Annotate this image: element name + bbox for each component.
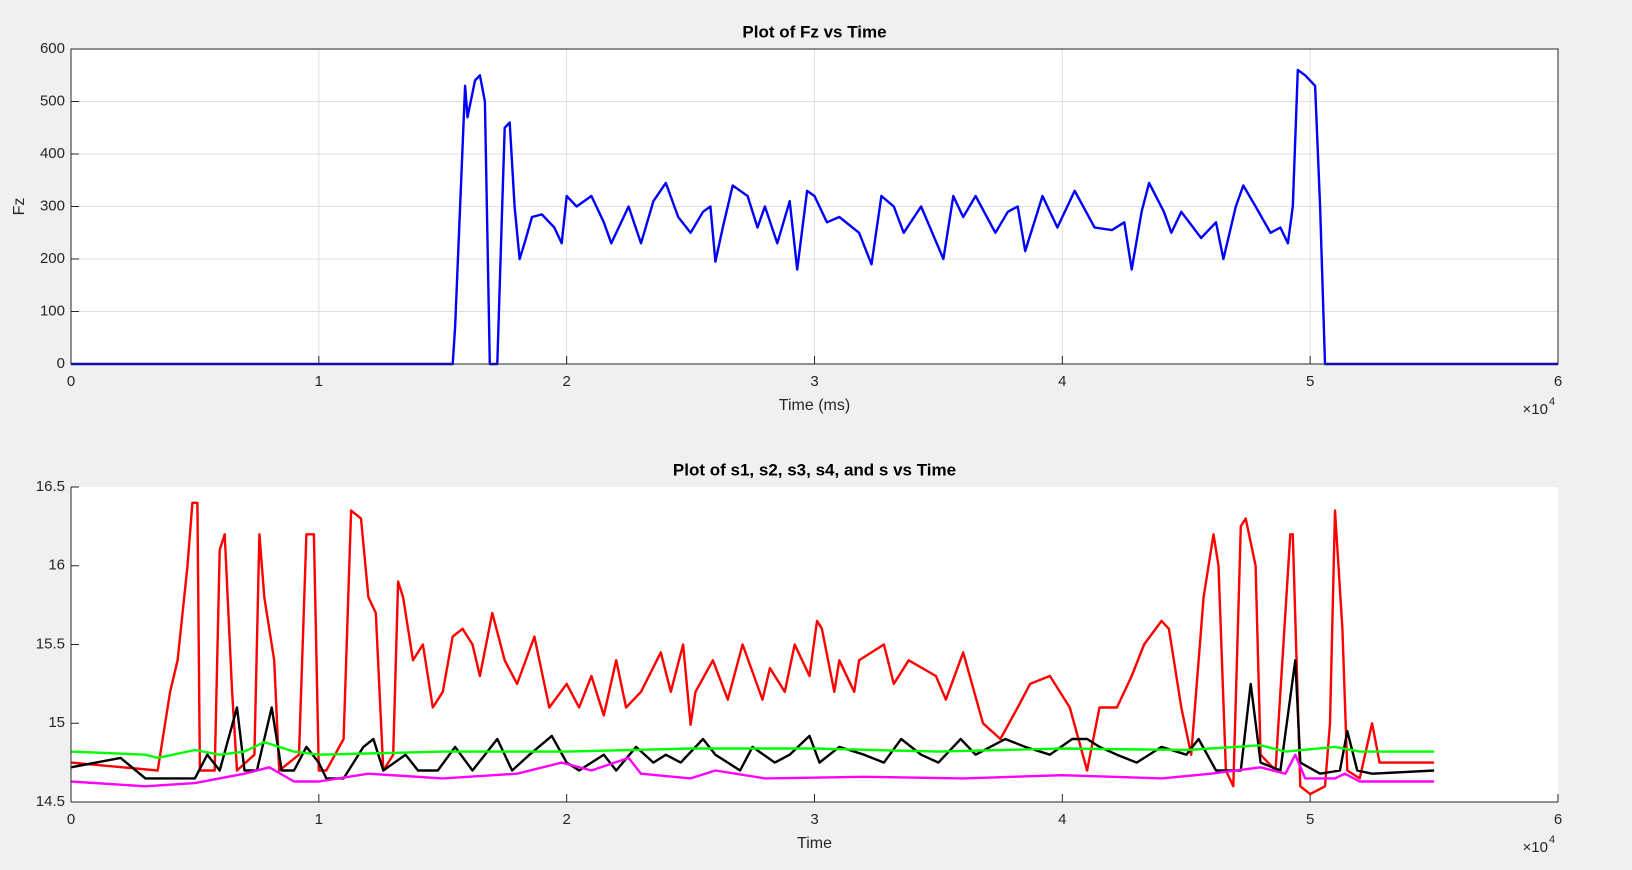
y-tick-label: 14.5 [36, 793, 65, 810]
x-tick-label: 6 [1554, 373, 1562, 390]
x-tick-label: 2 [562, 373, 570, 390]
x-tick-label: 1 [315, 811, 323, 828]
data-line [71, 68, 1558, 366]
y-tick-label: 16 [48, 557, 65, 574]
x-axis-label: Time (ms) [779, 397, 850, 414]
x-tick-label: 3 [810, 373, 818, 390]
y-tick-label: 16.5 [36, 478, 65, 495]
x-tick-label: 3 [810, 811, 818, 828]
x-tick-label: 4 [1058, 373, 1066, 390]
chart-title: Plot of Fz vs Time [742, 22, 886, 41]
y-tick-label: 500 [40, 92, 65, 109]
y-tick-label: 0 [57, 355, 65, 372]
x-exponent-power: 4 [1549, 396, 1555, 408]
x-tick-label: 5 [1306, 373, 1314, 390]
y-tick-label: 600 [40, 40, 65, 57]
y-axis-label: Fz [11, 198, 28, 216]
x-tick-label: 6 [1554, 811, 1562, 828]
x-exponent-power: 4 [1549, 834, 1555, 846]
x-exponent-base: ×10 [1523, 839, 1548, 856]
data-line [70, 740, 1435, 760]
x-tick-label: 5 [1306, 811, 1314, 828]
y-tick-label: 400 [40, 145, 65, 162]
axes-box [70, 48, 1559, 365]
x-tick-label: 1 [315, 373, 323, 390]
chart-title: Plot of s1, s2, s3, s4, and s vs Time [673, 460, 956, 479]
data-line [70, 753, 1435, 788]
x-tick-label: 4 [1058, 811, 1066, 828]
x-axis-label: Time [797, 835, 832, 852]
x-tick-label: 2 [562, 811, 570, 828]
y-tick-label: 15 [48, 714, 65, 731]
y-tick-label: 200 [40, 250, 65, 267]
x-exponent-base: ×10 [1523, 401, 1548, 418]
x-tick-label: 0 [67, 811, 75, 828]
y-tick-label: 100 [40, 302, 65, 319]
y-tick-label: 300 [40, 197, 65, 214]
x-tick-label: 0 [67, 373, 75, 390]
y-tick-label: 15.5 [36, 635, 65, 652]
